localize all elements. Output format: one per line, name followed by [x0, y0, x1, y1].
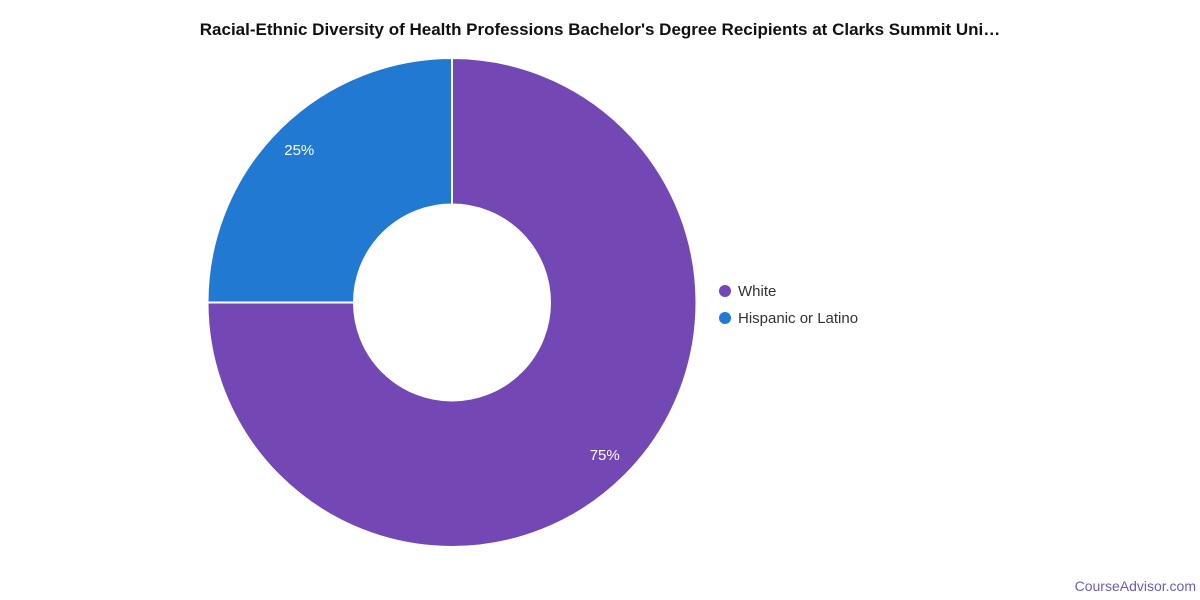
legend-marker-hispanic-or-latino	[719, 312, 731, 324]
chart-legend: White Hispanic or Latino	[719, 282, 858, 327]
courseadvisor-link[interactable]: CourseAdvisor.com	[1074, 578, 1196, 594]
legend-marker-white	[719, 285, 731, 297]
chart-title: Racial-Ethnic Diversity of Health Profes…	[199, 20, 1001, 39]
slice-percentage-label: 75%	[590, 447, 620, 464]
legend-item-hispanic-or-latino[interactable]: Hispanic or Latino	[719, 309, 858, 327]
legend-item-white[interactable]: White	[719, 282, 858, 300]
slice-percentage-label: 25%	[284, 142, 314, 159]
pie-slice-hispanic-or-latino[interactable]	[206, 57, 453, 304]
legend-label-hispanic-or-latino: Hispanic or Latino	[738, 309, 859, 327]
legend-label-white: White	[738, 282, 777, 300]
pie-slice-white[interactable]	[206, 57, 698, 548]
